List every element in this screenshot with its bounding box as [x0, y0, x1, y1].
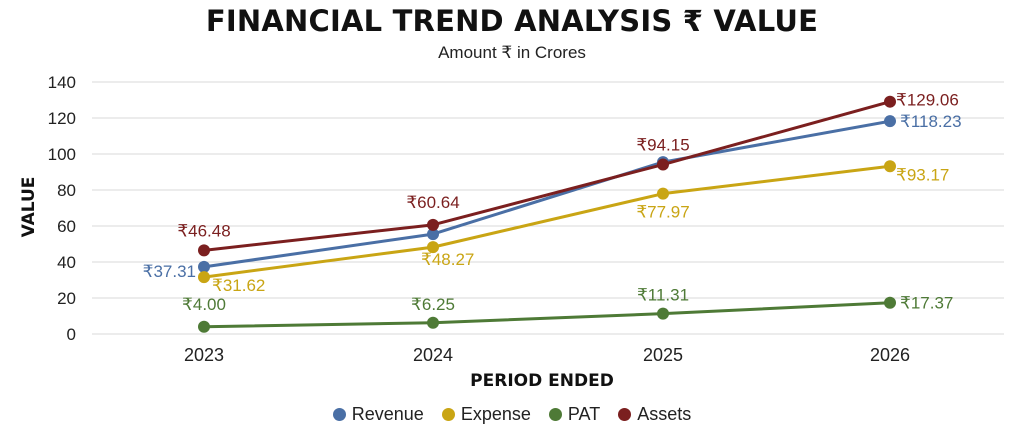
series-line-pat	[203, 301, 891, 329]
data-point-revenue	[884, 115, 896, 128]
y-axis-title: VALUE	[19, 177, 39, 238]
legend-marker	[618, 408, 632, 421]
data-point-assets	[884, 95, 896, 108]
data-point-assets	[657, 158, 669, 171]
y-tick-label: 100	[48, 145, 76, 164]
data-label-expense: ₹48.27	[421, 250, 474, 269]
y-tick-label: 80	[57, 181, 76, 200]
legend-label: Expense	[460, 404, 531, 424]
x-axis-title: PERIOD ENDED	[470, 371, 614, 391]
data-point-expense	[427, 241, 439, 254]
x-tick-label: 2025	[643, 345, 683, 365]
y-tick-label: 140	[48, 73, 76, 92]
data-point-revenue	[427, 228, 439, 241]
series-line-assets	[203, 100, 891, 252]
data-point-assets	[198, 244, 210, 257]
legend-marker	[441, 408, 455, 421]
y-tick-label: 120	[48, 109, 76, 128]
data-label-revenue: ₹37.31	[143, 262, 196, 281]
legend-label: Assets	[637, 404, 692, 424]
data-label-assets: ₹94.15	[636, 136, 689, 155]
data-label-pat: ₹17.37	[900, 294, 953, 313]
data-point-expense	[884, 160, 896, 173]
data-point-revenue	[198, 260, 210, 273]
chart-legend: Revenue Expense PAT Assets	[0, 404, 1024, 425]
x-tick-label: 2026	[870, 345, 910, 365]
data-label-assets: ₹60.64	[406, 193, 459, 212]
x-tick-label: 2023	[184, 345, 224, 365]
data-label-pat: ₹4.00	[182, 295, 226, 314]
y-tick-label: 0	[67, 325, 76, 344]
data-label-assets: ₹46.48	[177, 221, 230, 240]
data-label-expense: ₹31.62	[212, 276, 265, 295]
y-tick-label: 40	[57, 253, 76, 272]
data-label-assets: ₹129.06	[896, 91, 959, 110]
data-label-expense: ₹77.97	[636, 203, 689, 222]
series-line-revenue	[203, 119, 891, 269]
legend-item-revenue: Revenue	[332, 404, 424, 425]
legend-marker	[332, 408, 346, 421]
series-line-expense	[203, 164, 891, 279]
data-point-pat	[198, 320, 210, 333]
legend-item-expense: Expense	[441, 404, 531, 425]
data-point-assets	[427, 218, 439, 231]
chart-subtitle: Amount ₹ in Crores	[438, 43, 586, 62]
legend-item-pat: PAT	[548, 404, 601, 425]
data-point-expense	[657, 187, 669, 200]
legend-item-assets: Assets	[618, 404, 691, 425]
legend-marker	[548, 408, 562, 421]
y-tick-label: 20	[57, 289, 76, 308]
data-label-revenue: ₹118.23	[900, 112, 962, 131]
data-point-expense	[198, 271, 210, 284]
data-label-pat: ₹11.31	[637, 286, 689, 305]
legend-label: PAT	[567, 404, 601, 424]
data-label-pat: ₹6.25	[411, 295, 455, 314]
legend-label: Revenue	[351, 404, 424, 424]
chart-title: FINANCIAL TREND ANALYSIS ₹ VALUE	[205, 4, 819, 38]
x-tick-label: 2024	[413, 345, 453, 365]
data-point-pat	[884, 296, 896, 309]
data-point-pat	[657, 307, 669, 320]
y-tick-label: 60	[57, 217, 76, 236]
data-point-pat	[427, 316, 439, 329]
data-label-expense: ₹93.17	[896, 165, 949, 184]
